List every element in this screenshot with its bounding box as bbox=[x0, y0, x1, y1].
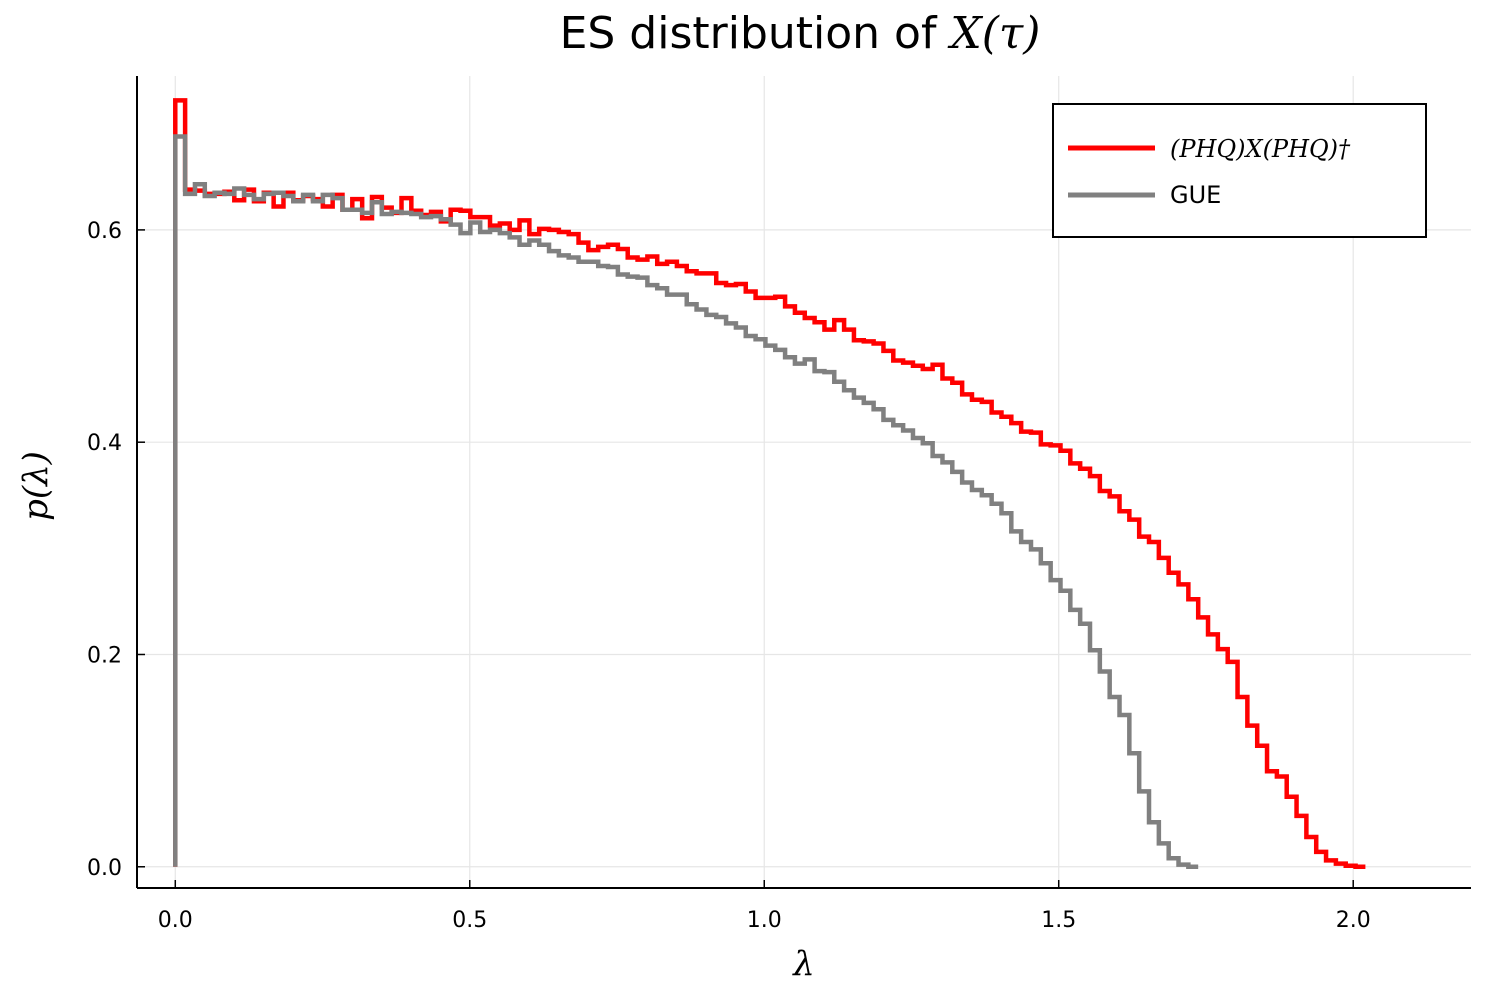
y-tick-label: 0.4 bbox=[87, 431, 122, 456]
y-tick-label: 0.0 bbox=[87, 856, 122, 881]
legend-label-phq: (PHQ)X(PHQ)† bbox=[1170, 135, 1351, 163]
axes bbox=[136, 76, 1471, 889]
y-tick-label: 0.2 bbox=[87, 643, 122, 668]
legend-box bbox=[1052, 103, 1427, 238]
x-tick-label: 2.0 bbox=[1336, 908, 1371, 933]
ticks: 0.0 0.5 1.0 1.5 2.0 0.0 0.2 0.4 0.6 bbox=[87, 219, 1371, 933]
x-tick-label: 0.5 bbox=[452, 908, 487, 933]
series-group bbox=[173, 98, 1366, 870]
x-tick-label: 0.0 bbox=[158, 908, 193, 933]
chart-title: ES distribution of X(τ) bbox=[560, 8, 1041, 59]
x-axis-title: λ bbox=[791, 944, 815, 984]
series-gue-line bbox=[173, 134, 1199, 870]
legend: (PHQ)X(PHQ)† GUE bbox=[1052, 103, 1427, 238]
legend-label-gue: GUE bbox=[1170, 181, 1221, 209]
x-tick-label: 1.5 bbox=[1041, 908, 1076, 933]
y-axis-title: p(λ) bbox=[16, 451, 56, 521]
y-tick-label: 0.6 bbox=[87, 219, 122, 244]
x-tick-label: 1.0 bbox=[747, 908, 782, 933]
